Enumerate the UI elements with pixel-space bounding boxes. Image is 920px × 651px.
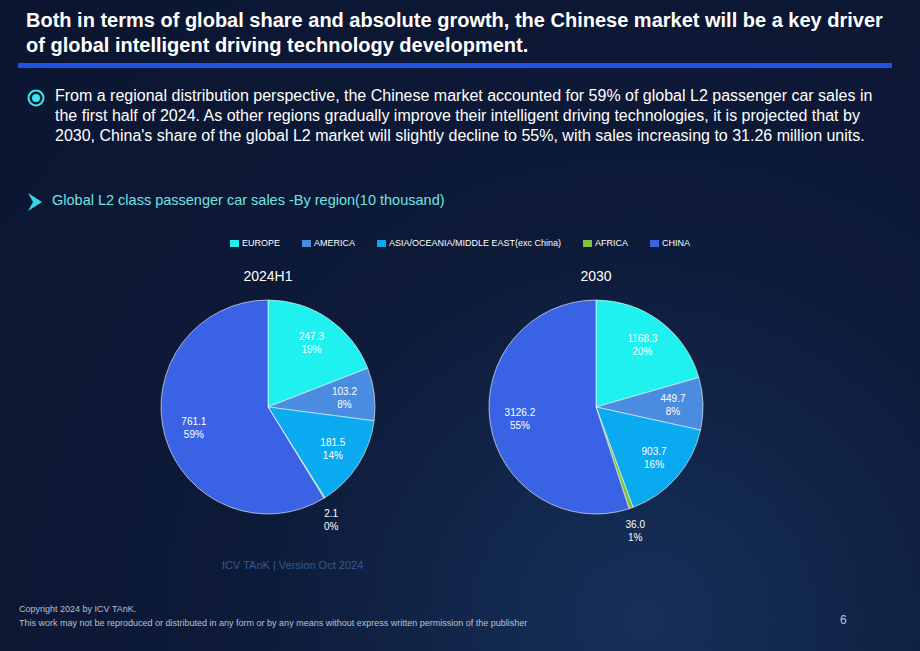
html-text:EUROPE: EUROPE: [241, 238, 280, 248]
html-text:6: 6: [840, 613, 847, 627]
svg-text:2.10%: 2.10%: [324, 508, 339, 532]
svg-text:103.28%: 103.28%: [332, 386, 357, 410]
html-text:ASIA/OCEANIA/MIDDLE EAST(exc C: ASIA/OCEANIA/MIDDLE EAST(exc China): [389, 238, 561, 248]
html-text:Copyright 2024 by ICV TAnK.: Copyright 2024 by ICV TAnK.: [19, 604, 137, 614]
svg-text:3126.255%: 3126.255%: [505, 407, 536, 431]
html-text:Both in terms of global share: Both in terms of global share and absolu…: [26, 9, 883, 56]
html-text:2024H1: 2024H1: [243, 268, 293, 284]
svg-text:1168.320%: 1168.320%: [627, 333, 657, 357]
svg-text:247.319%: 247.319%: [299, 331, 324, 355]
svg-text:449.78%: 449.78%: [660, 393, 685, 417]
html-text:ICV TAnK | Version Oct 2024: ICV TAnK | Version Oct 2024: [222, 559, 364, 571]
html-text:AMERICA: AMERICA: [314, 238, 355, 248]
svg-text:181.514%: 181.514%: [320, 437, 345, 461]
svg-text:903.716%: 903.716%: [642, 446, 667, 470]
html-text:Global L2 class passenger car: Global L2 class passenger car sales -By …: [52, 192, 445, 208]
html-text:From a regional distribution p: From a regional distribution perspective…: [55, 87, 873, 144]
html-text:2030: 2030: [580, 268, 612, 284]
svg-text:36.01%: 36.01%: [626, 519, 646, 543]
svg-text:761.159%: 761.159%: [181, 416, 206, 440]
html-text:AFRICA: AFRICA: [595, 238, 628, 248]
html-text:This work may not be reproduce: This work may not be reproduced or distr…: [19, 618, 528, 628]
html-text:CHINA: CHINA: [662, 238, 690, 248]
